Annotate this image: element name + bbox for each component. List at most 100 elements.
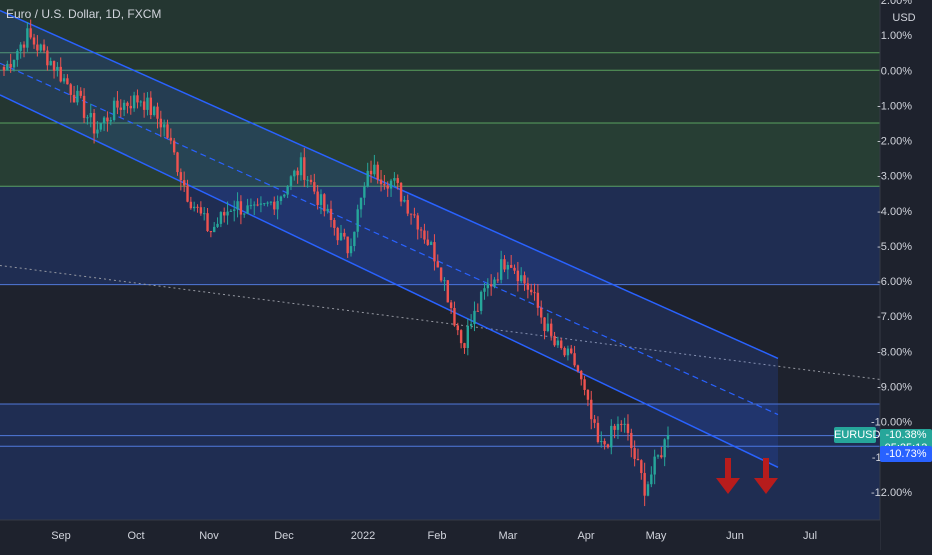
candle-body xyxy=(479,291,483,311)
candle-body xyxy=(493,279,496,287)
time-axis-panel xyxy=(0,520,880,550)
candle-body xyxy=(283,194,286,197)
candle-body xyxy=(346,236,349,254)
candle-body xyxy=(543,317,546,332)
candle-body xyxy=(486,284,490,289)
candle-body xyxy=(253,204,256,206)
candle-body xyxy=(656,455,660,457)
price-axis-tick-label: -7.00% xyxy=(877,311,912,323)
candle-body xyxy=(333,219,336,228)
candle-body xyxy=(266,202,269,204)
candle-body xyxy=(426,239,429,245)
price-zone xyxy=(0,404,880,520)
candle-body xyxy=(129,105,132,109)
candle-body xyxy=(166,124,169,138)
candle-body xyxy=(630,432,633,449)
candle-body xyxy=(550,323,553,336)
candle-body xyxy=(42,44,46,51)
price-axis-tick-label: 2.00% xyxy=(881,0,912,7)
candle-body xyxy=(209,231,213,233)
candle-body xyxy=(239,201,243,215)
time-axis-label: Nov xyxy=(199,530,219,542)
candle-body xyxy=(339,232,343,241)
low-price-badge: -10.73% xyxy=(880,446,932,463)
candle-body xyxy=(92,113,96,134)
candle-body xyxy=(359,197,363,210)
candle-body xyxy=(660,455,663,458)
candle-body xyxy=(643,473,646,496)
candle-body xyxy=(353,231,356,247)
candle-body xyxy=(243,213,246,215)
candle-body xyxy=(126,102,129,106)
price-axis-unit: USD xyxy=(892,12,915,24)
candle-body xyxy=(136,95,139,103)
candle-body xyxy=(610,425,613,448)
candle-body xyxy=(142,101,146,110)
candle-body xyxy=(369,170,373,175)
channel-mid-line xyxy=(0,62,779,416)
candle-body xyxy=(149,97,153,116)
candle-body xyxy=(443,280,446,282)
candle-body xyxy=(122,102,126,110)
candle-body xyxy=(496,279,500,281)
price-axis-tick-label: -2.00% xyxy=(877,136,912,148)
candle-body xyxy=(533,292,536,294)
candle-body xyxy=(593,419,596,423)
time-axis-label: Oct xyxy=(127,530,144,542)
candle-body xyxy=(206,213,209,232)
candle-body xyxy=(416,215,419,230)
candle-body xyxy=(46,50,49,66)
down-arrow-icon xyxy=(716,458,740,494)
candle-body xyxy=(176,152,179,173)
time-axis-label: Sep xyxy=(51,530,71,542)
candle-body xyxy=(102,117,106,124)
candle-body xyxy=(663,439,666,458)
candle-body xyxy=(590,399,593,420)
candle-body xyxy=(296,170,299,176)
candle-body xyxy=(373,164,376,175)
price-axis-tick-label: 1.00% xyxy=(881,30,912,42)
candle-body xyxy=(192,206,196,209)
time-axis-label: Dec xyxy=(274,530,294,542)
candle-body xyxy=(616,423,620,430)
candle-body xyxy=(580,370,583,380)
candle-body xyxy=(419,229,423,231)
candle-body xyxy=(116,100,119,108)
candle-body xyxy=(603,440,606,445)
candle-body xyxy=(139,101,143,103)
channel-lower-line xyxy=(0,94,779,468)
candle-body xyxy=(29,28,32,38)
candle-body xyxy=(349,246,353,254)
candle-body xyxy=(9,63,12,68)
candle-body xyxy=(606,444,610,448)
candle-body xyxy=(386,185,389,189)
price-axis-tick-label: -9.00% xyxy=(877,381,912,393)
candle-body xyxy=(89,113,92,118)
candle-body xyxy=(326,208,329,212)
candle-body xyxy=(489,284,493,287)
candle-body xyxy=(556,340,560,346)
candle-body xyxy=(516,270,520,282)
candle-body xyxy=(99,123,102,130)
candle-body xyxy=(473,310,476,325)
candle-body xyxy=(540,307,543,318)
candle-body xyxy=(413,214,416,216)
candle-body xyxy=(600,440,603,443)
candle-body xyxy=(499,259,503,280)
candle-body xyxy=(640,460,643,474)
candle-body xyxy=(309,179,313,183)
candle-body xyxy=(156,106,159,119)
candle-body xyxy=(476,310,480,312)
regression-channel-fill xyxy=(0,10,778,468)
candle-body xyxy=(513,267,516,271)
candle-body xyxy=(72,94,76,103)
candle-body xyxy=(636,458,640,461)
candle-body xyxy=(393,178,396,181)
candle-body xyxy=(169,137,173,141)
candle-body xyxy=(573,353,576,366)
candle-body xyxy=(463,343,466,348)
candle-body xyxy=(172,140,176,153)
